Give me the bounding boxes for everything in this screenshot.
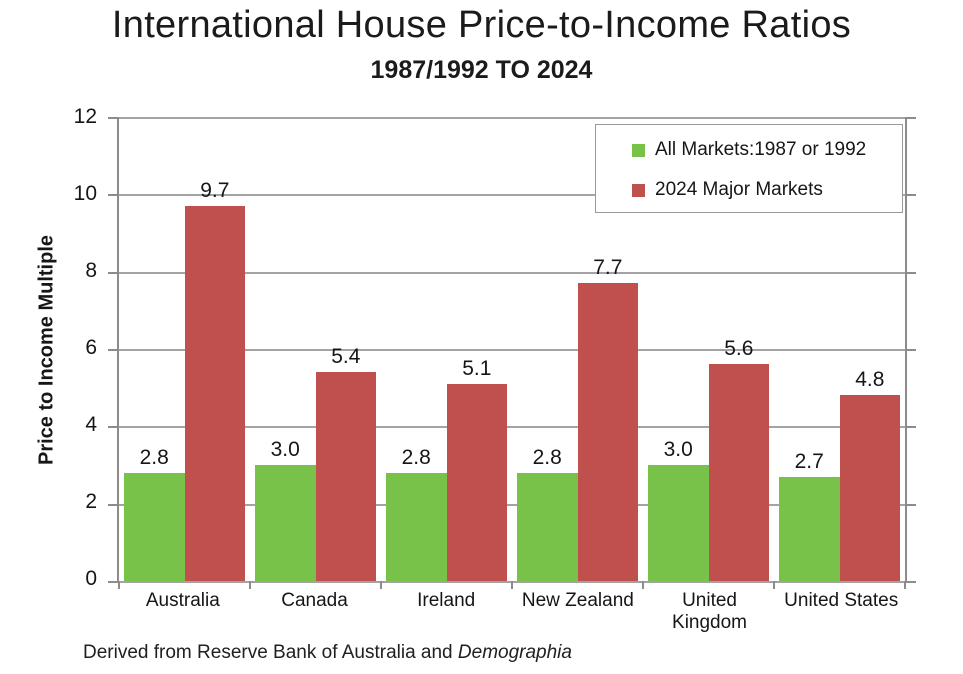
y-tick-label-4: 4 — [85, 412, 97, 436]
gridline-2 — [108, 503, 916, 506]
x-axis-labels: Australia Canada Ireland New Zealand United … — [117, 590, 907, 634]
x-axis-tick — [641, 581, 644, 589]
legend-item-2024-major-markets: 2024 Major Markets — [632, 170, 902, 210]
x-axis-tick — [904, 581, 906, 589]
value-label-canada-red: 5.4 — [331, 345, 361, 369]
source-note-text: Derived from Reserve Bank of Australia a… — [83, 642, 458, 663]
value-label-australia-green: 2.8 — [139, 445, 169, 469]
y-tick-label-12: 12 — [73, 105, 97, 128]
x-axis-tick — [118, 581, 120, 589]
all-markets-1987-or-1992-bar-united-states: 2.7 — [778, 450, 840, 581]
x-axis-tick — [773, 581, 775, 589]
legend-label-all-markets: All Markets:1987 or 1992 — [655, 139, 867, 160]
2024-major-markets-bar-canada: 5.4 — [315, 345, 377, 581]
bar-group-ireland: 2.8 5.1 — [381, 117, 512, 581]
gridline-12 — [108, 117, 916, 119]
bar-group-united-kingdom: 3.0 5.6 — [643, 117, 774, 581]
legend-label-2024-major-markets: 2024 Major Markets — [655, 179, 823, 200]
2024-major-markets-bar-australia: 9.7 — [184, 179, 246, 581]
x-axis-tick — [511, 581, 513, 589]
all-markets-1987-or-1992-bar-new-zealand: 2.8 — [516, 446, 578, 581]
source-note-italic: Demographia — [457, 642, 572, 663]
x-axis-tick — [379, 581, 382, 589]
value-label-canada-green: 3.0 — [270, 438, 300, 461]
value-label-ireland-green: 2.8 — [401, 445, 431, 469]
y-tick-label-0: 0 — [85, 567, 97, 590]
gridline-6 — [108, 349, 916, 351]
all-markets-1987-or-1992-bar-canada: 3.0 — [254, 438, 316, 581]
value-label-united-states-red: 4.8 — [855, 368, 885, 392]
value-label-australia-red: 9.7 — [200, 178, 230, 202]
bar-group-new-zealand: 2.8 7.7 — [512, 117, 643, 581]
x-axis-label-australia: Australia — [145, 590, 220, 611]
value-label-new-zealand-red: 7.7 — [593, 256, 623, 280]
bar-group-united-states: 2.7 4.8 — [774, 117, 905, 581]
2024-major-markets-bar-united-states: 4.8 — [839, 368, 901, 581]
legend-swatch-green-icon — [632, 143, 645, 157]
y-tick-label-6: 6 — [85, 336, 97, 359]
y-tick-label-10: 10 — [73, 181, 97, 205]
value-label-united-kingdom-red: 5.6 — [724, 337, 754, 361]
source-note: Derived from Reserve Bank of Australia a… — [83, 642, 572, 664]
bar-group-australia: 2.8 9.7 — [119, 117, 250, 581]
value-label-united-kingdom-green: 3.0 — [663, 438, 693, 461]
chart-title: International House Price-to-Income Rati… — [111, 4, 852, 46]
x-axis-tick — [248, 581, 251, 589]
gridline-8 — [108, 271, 916, 274]
legend: All Markets:1987 or 1992 2024 Major Mark… — [595, 124, 903, 213]
2024-major-markets-bar-ireland: 5.1 — [446, 357, 508, 581]
2024-major-markets-bar-united-kingdom: 5.6 — [708, 337, 770, 581]
x-axis-label-united-states: United States — [784, 590, 899, 611]
2024-major-markets-bar-new-zealand: 7.7 — [577, 256, 639, 581]
value-label-united-states-green: 2.7 — [794, 449, 824, 473]
x-axis-label-ireland: Ireland — [417, 590, 476, 611]
y-tick-label-2: 2 — [85, 490, 97, 513]
x-axis-label-new-zealand: New Zealand — [521, 590, 634, 611]
all-markets-1987-or-1992-bar-australia: 2.8 — [123, 446, 185, 581]
bar-groups: 2.8 9.7 3.0 5.4 2.8 5.1 2.8 7.7 3.0 5.6 2.7 4.8 — [119, 117, 905, 581]
plot-area: 2.8 9.7 3.0 5.4 2.8 5.1 2.8 7.7 3.0 5.6 2.7 4.8 All… — [108, 117, 916, 589]
bar-group-canada: 3.0 5.4 — [250, 117, 381, 581]
value-label-new-zealand-green: 2.8 — [532, 445, 562, 469]
legend-item-all-markets: All Markets:1987 or 1992 — [632, 130, 902, 170]
x-axis-label-canada: Canada — [281, 590, 348, 611]
legend-swatch-red-icon — [632, 183, 645, 197]
gridline-10 — [108, 194, 916, 197]
y-axis-tick-labels: 0 2 4 6 8 10 12 — [40, 105, 97, 590]
gridline-4 — [108, 426, 916, 429]
all-markets-1987-or-1992-bar-united-kingdom: 3.0 — [647, 438, 709, 581]
x-axis-label-united-kingdom: United Kingdom — [672, 590, 748, 633]
chart-subtitle: 1987/1992 TO 2024 — [370, 56, 593, 84]
all-markets-1987-or-1992-bar-ireland: 2.8 — [385, 446, 447, 581]
value-label-ireland-red: 5.1 — [462, 356, 492, 380]
y-tick-label-8: 8 — [85, 258, 97, 282]
